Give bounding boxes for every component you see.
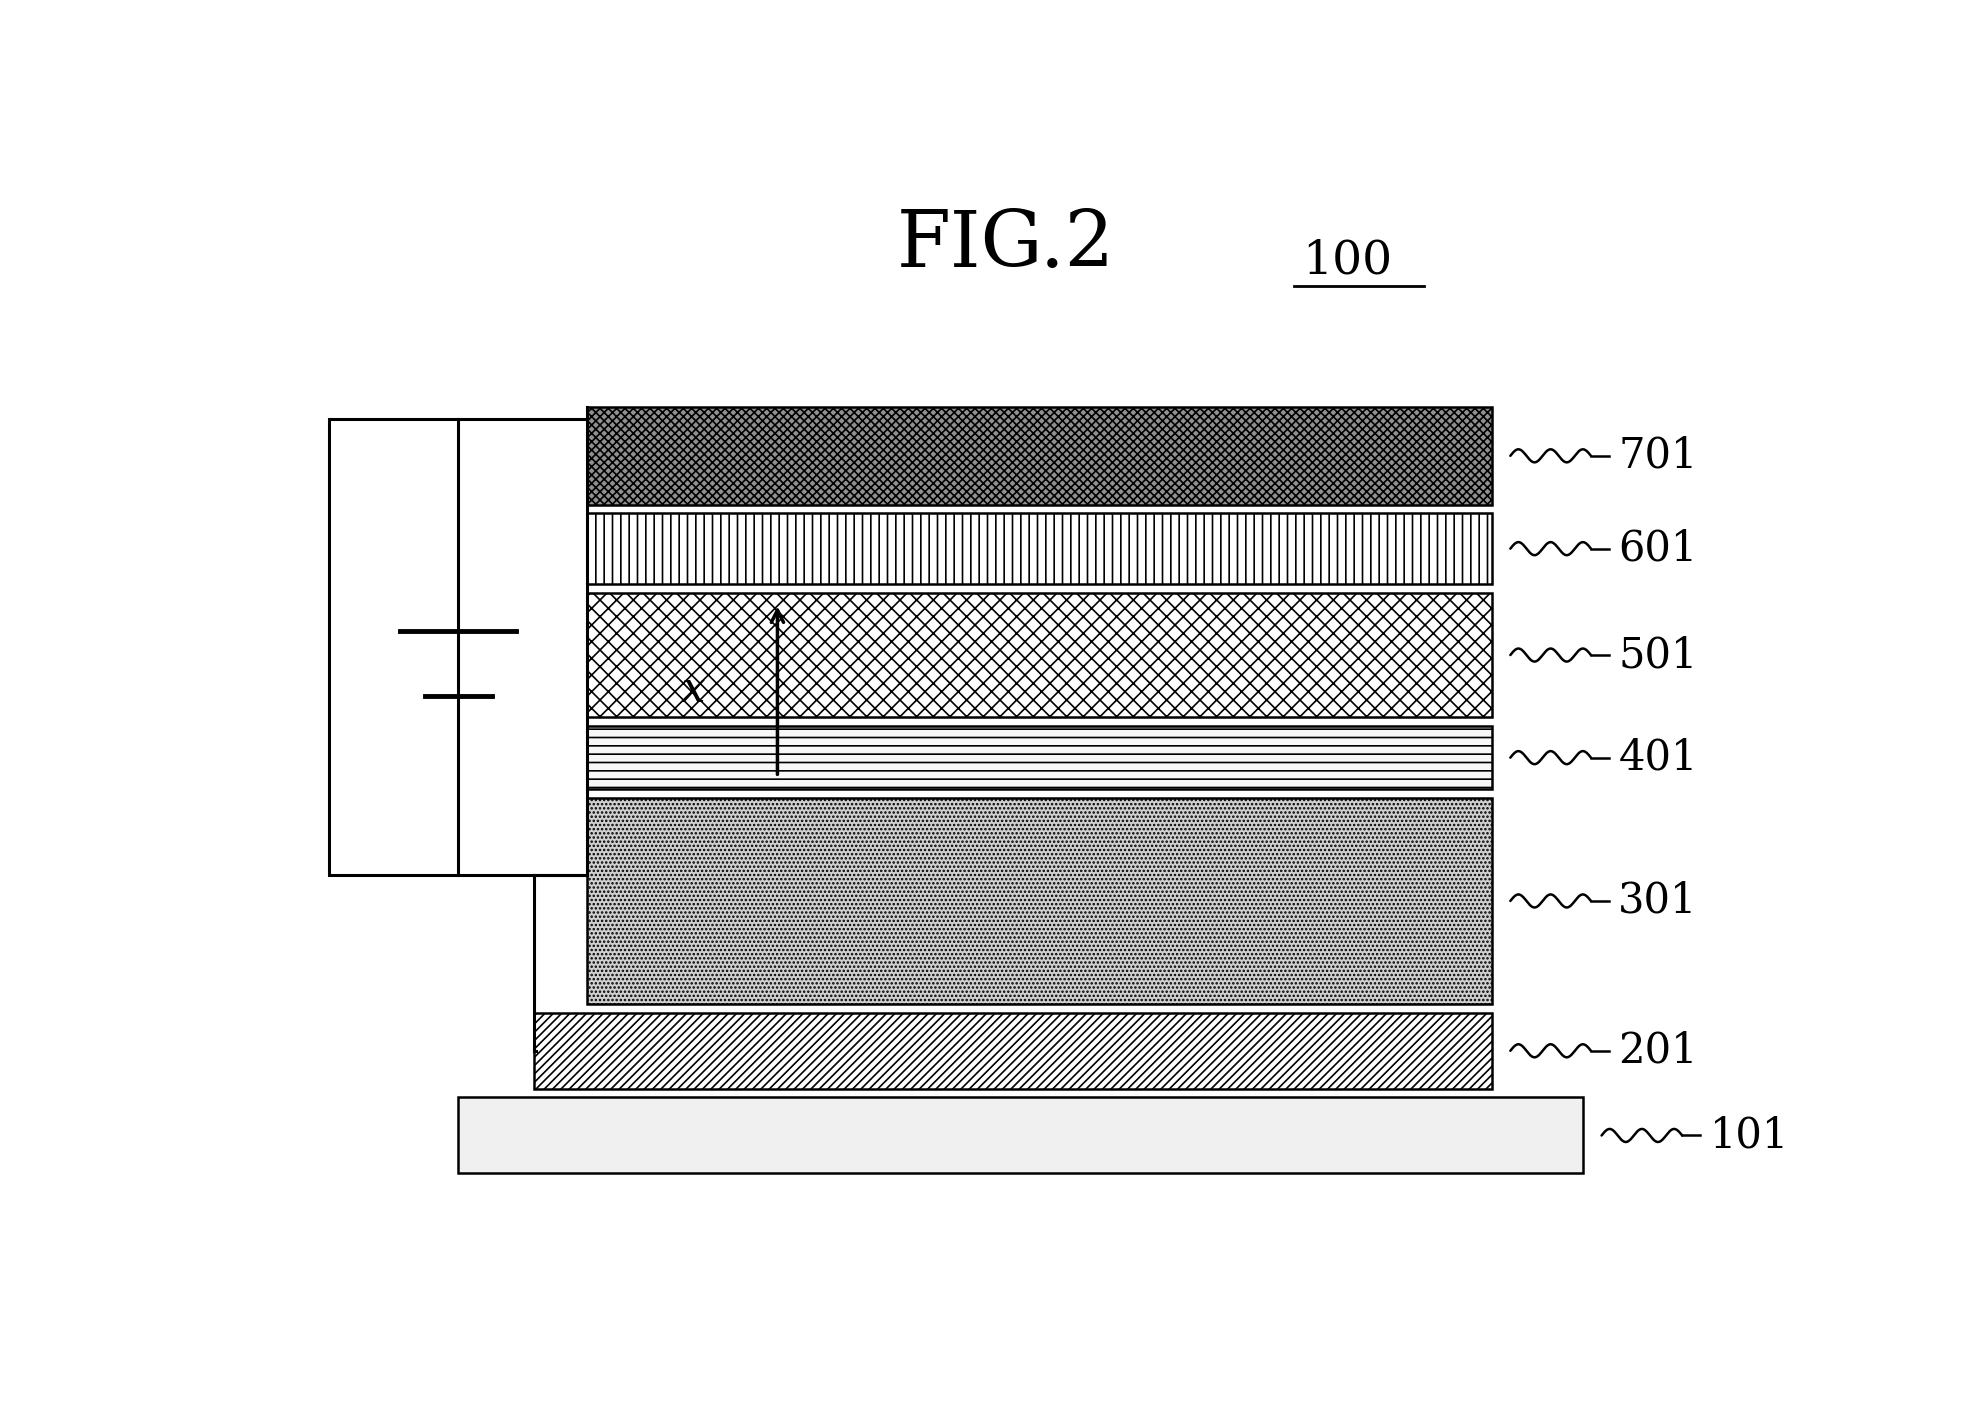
Bar <box>587 726 1491 790</box>
Bar <box>587 407 1491 505</box>
Bar <box>534 1012 1493 1089</box>
Text: 301: 301 <box>1619 880 1697 922</box>
Text: 701: 701 <box>1619 434 1697 477</box>
Text: FIG.2: FIG.2 <box>897 207 1114 283</box>
Text: 501: 501 <box>1619 634 1697 675</box>
Text: 401: 401 <box>1619 736 1697 778</box>
Text: 601: 601 <box>1619 527 1697 570</box>
Bar <box>330 419 587 874</box>
Bar <box>587 592 1491 718</box>
Text: x: x <box>683 670 706 711</box>
Bar <box>587 798 1491 1004</box>
Text: 101: 101 <box>1709 1114 1789 1156</box>
Text: 100: 100 <box>1303 238 1393 283</box>
Text: 201: 201 <box>1619 1029 1697 1072</box>
Bar <box>459 1097 1583 1173</box>
Bar <box>587 513 1491 584</box>
